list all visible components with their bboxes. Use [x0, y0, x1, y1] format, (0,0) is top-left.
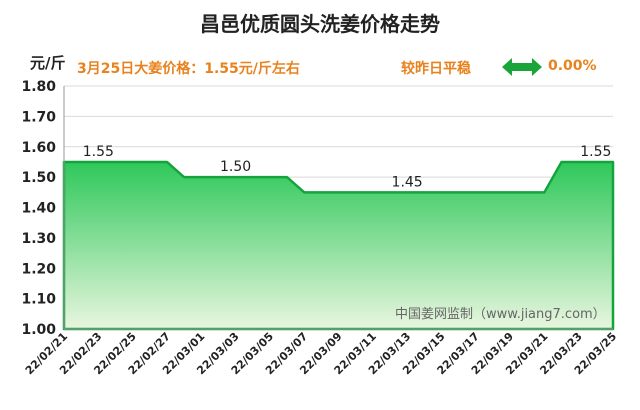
- data-label: 1.55: [83, 144, 114, 160]
- y-tick-label: 1.50: [21, 170, 56, 186]
- data-label: 1.50: [220, 159, 251, 175]
- data-label: 1.55: [580, 144, 611, 160]
- double-arrow-icon: [502, 58, 542, 76]
- y-tick-label: 1.40: [21, 201, 56, 217]
- page-title: 昌邑优质圆头洗姜价格走势: [200, 12, 440, 36]
- change-percent: 0.00%: [548, 58, 597, 74]
- y-tick-label: 1.00: [21, 322, 56, 338]
- watermark: 中国姜网监制（www.jiang7.com）: [395, 307, 606, 322]
- y-tick-label: 1.60: [21, 140, 56, 156]
- y-tick-label: 1.30: [21, 231, 56, 247]
- y-axis-unit: 元/斤: [30, 54, 66, 72]
- compare-text: 较昨日平稳: [401, 61, 471, 77]
- y-tick-label: 1.20: [21, 261, 56, 277]
- data-label: 1.45: [392, 174, 423, 190]
- price-info: 3月25日大姜价格：1.55元/斤左右: [77, 61, 300, 77]
- y-tick-label: 1.10: [21, 292, 56, 308]
- y-tick-label: 1.80: [21, 79, 56, 95]
- price-area: [62, 160, 615, 331]
- y-tick-label: 1.70: [21, 109, 56, 125]
